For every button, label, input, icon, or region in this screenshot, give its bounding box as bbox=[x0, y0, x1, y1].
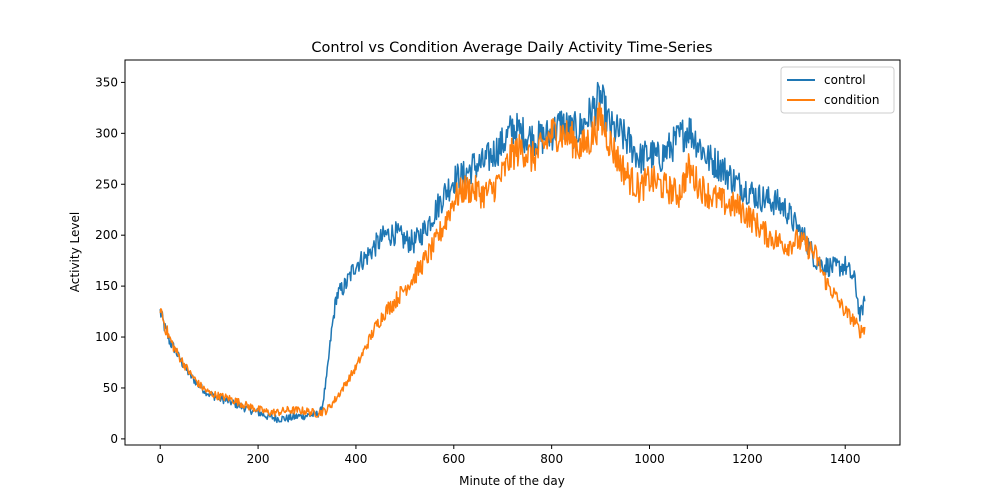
chart-title: Control vs Condition Average Daily Activ… bbox=[311, 40, 712, 56]
y-tick-label: 300 bbox=[95, 126, 118, 140]
y-tick-label: 150 bbox=[95, 279, 118, 293]
y-tick-label: 50 bbox=[103, 381, 118, 395]
x-tick-label: 400 bbox=[344, 452, 367, 466]
series-line-control bbox=[159, 81, 866, 424]
legend-label-control: control bbox=[824, 73, 866, 87]
y-tick-label: 100 bbox=[95, 330, 118, 344]
x-tick-label: 600 bbox=[442, 452, 465, 466]
legend-box bbox=[780, 66, 895, 114]
y-axis-label: Activity Level bbox=[68, 212, 82, 292]
y-tick-label: 350 bbox=[95, 75, 118, 89]
y-tick-label: 0 bbox=[110, 432, 118, 446]
x-tick-label: 0 bbox=[156, 452, 164, 466]
x-tick-label: 200 bbox=[247, 452, 270, 466]
legend: control condition bbox=[780, 66, 895, 114]
x-axis-label: Minute of the day bbox=[459, 474, 565, 488]
axes-frame bbox=[124, 59, 901, 446]
x-tick-label: 1400 bbox=[830, 452, 861, 466]
x-tick-label: 1000 bbox=[634, 452, 665, 466]
x-axis: 0 200 400 600 800 1000 1200 1400 bbox=[156, 445, 860, 466]
legend-label-condition: condition bbox=[824, 93, 879, 107]
y-axis: 0 50 100 150 200 250 300 350 bbox=[95, 75, 125, 446]
plot-area bbox=[159, 81, 866, 424]
x-tick-label: 1200 bbox=[732, 452, 763, 466]
y-tick-label: 250 bbox=[95, 177, 118, 191]
y-tick-label: 200 bbox=[95, 228, 118, 242]
series-line-condition bbox=[159, 102, 866, 418]
x-tick-label: 800 bbox=[540, 452, 563, 466]
